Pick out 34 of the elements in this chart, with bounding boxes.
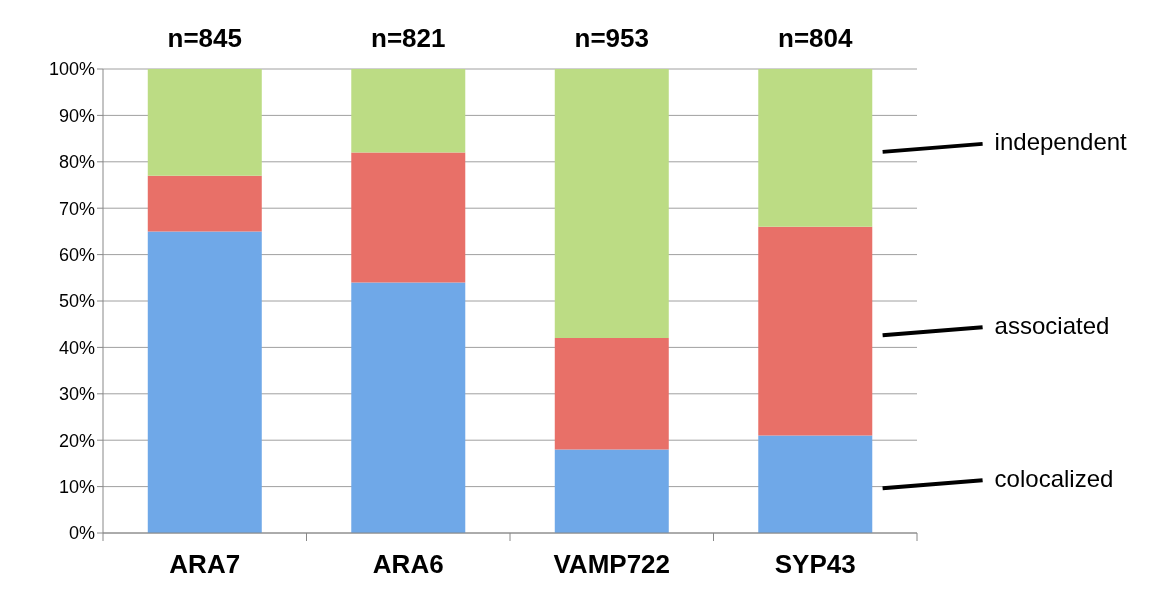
y-tick-label: 0%: [68, 523, 95, 544]
text: independent: [994, 128, 1128, 156]
bar: [351, 152, 466, 283]
bar: [147, 69, 262, 176]
annotation: n=953: [574, 23, 649, 53]
x-tick-label: ARA6: [372, 549, 444, 580]
bar: [554, 449, 669, 533]
y-tick-label: 80%: [58, 152, 95, 173]
bar: [351, 69, 466, 153]
bar: [758, 435, 873, 533]
y-tick-label: 70%: [58, 198, 95, 219]
y-tick-label: 100%: [48, 59, 95, 80]
y-tick-label: 60%: [58, 244, 95, 265]
x-tick-label: SYP43: [774, 549, 856, 580]
bar: [758, 226, 873, 436]
annotation: n=804: [778, 23, 854, 53]
bar: [554, 69, 669, 339]
bar: [351, 282, 466, 533]
annotation: n=845: [167, 23, 242, 53]
annotation: n=821: [371, 23, 446, 53]
y-tick-label: 10%: [58, 476, 95, 497]
y-tick-label: 20%: [58, 430, 95, 451]
bar: [147, 231, 262, 533]
y-tick-label: 90%: [58, 105, 95, 126]
y-tick-label: 30%: [58, 384, 95, 405]
y-tick-label: 50%: [58, 291, 95, 312]
bar: [758, 69, 873, 227]
text: colocalized: [994, 464, 1114, 492]
bar: [554, 338, 669, 450]
y-tick-label: 40%: [58, 337, 95, 358]
x-tick-label: VAMP722: [553, 549, 671, 580]
bar: [147, 175, 262, 232]
text: associated: [994, 311, 1110, 339]
x-tick-label: ARA7: [169, 549, 241, 580]
